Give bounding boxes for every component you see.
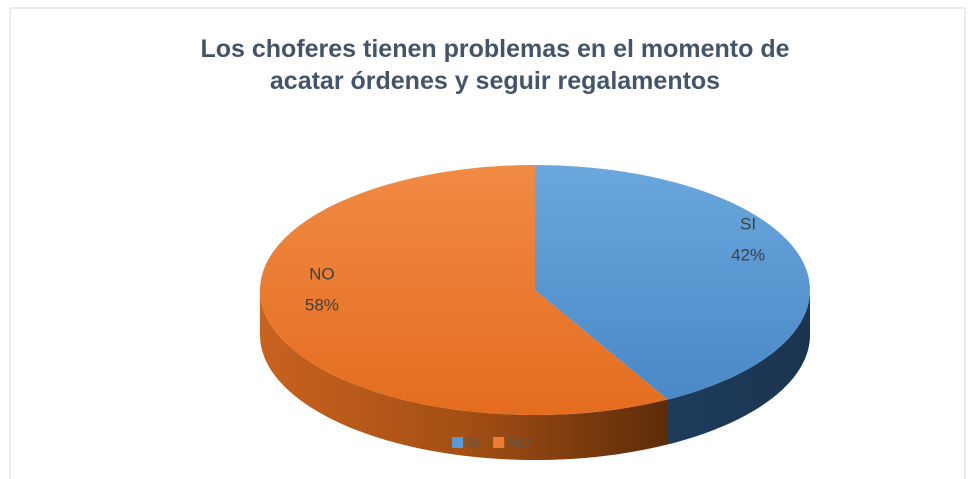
chart-title: Los choferes tienen problemas en el mome… xyxy=(200,35,789,95)
slice-side xyxy=(260,290,668,460)
slice xyxy=(259,165,668,416)
legend-swatch xyxy=(452,437,463,448)
legend-label: SI xyxy=(466,434,480,451)
data-label-category: NO xyxy=(309,264,335,283)
data-label-value: 58% xyxy=(305,295,339,314)
legend-label: NO xyxy=(507,434,530,451)
slice-side xyxy=(667,290,810,445)
slice xyxy=(535,165,810,400)
legend-swatch xyxy=(493,437,505,448)
data-label-value: 42% xyxy=(731,246,765,265)
data-label-category: SI xyxy=(740,215,756,234)
